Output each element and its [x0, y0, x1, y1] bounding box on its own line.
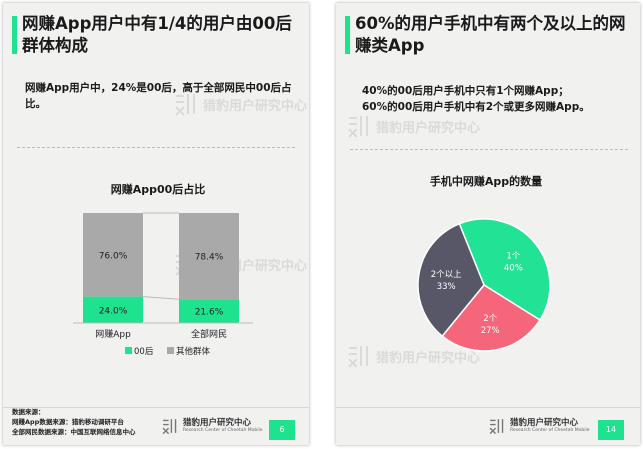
pie-slice-value: 40%: [504, 263, 523, 273]
bar-data-label: 24.0%: [99, 306, 128, 316]
slide-title: 60%的用户手机中有两个及以上的网赚类App: [355, 14, 626, 55]
pie-slice: [441, 284, 541, 352]
title-accent-bar: [12, 16, 17, 54]
slide-left: 网赚App用户中有1/4的用户由00后群体构成 网赚App用户中，24%是00后…: [3, 3, 309, 445]
pie-slice-name: 1个: [506, 251, 520, 261]
x-tick-label: 网赚App: [95, 328, 131, 340]
pie-chart: 1个 40% 2个 27% 2个以上 33%: [417, 218, 551, 352]
source-heading: 数据来源：: [12, 408, 45, 416]
pie-slice-value: 33%: [437, 282, 456, 292]
slide-right: 60%的用户手机中有两个及以上的网赚类App 40%的00后用户手机中只有1个网…: [336, 3, 640, 445]
divider: [17, 147, 295, 148]
bar-data-label: 21.6%: [195, 308, 224, 318]
legend-swatch: [125, 347, 132, 354]
watermark-brand: 猎豹用户研究中心: [203, 98, 308, 114]
bar-segment-others: [179, 213, 239, 300]
legend-swatch: [167, 347, 174, 354]
page-number: 6: [269, 420, 295, 440]
brand-name: 猎豹用户研究中心: [183, 418, 252, 428]
watermark-logo-icon: [348, 346, 368, 368]
watermark-brand: 猎豹用户研究中心: [376, 350, 481, 366]
data-source: 数据来源： 网赚App数据来源：猎豹移动调研平台 全部网民数据来源：中国互联网络…: [12, 407, 136, 437]
bar-segment-gen00: [179, 299, 239, 323]
divider: [350, 149, 628, 150]
watermark: 猎豹用户研究中心: [346, 343, 480, 369]
chart-title: 网赚App00后占比: [110, 183, 206, 196]
brand-subtitle: Research Center of Cheetah Mobile: [183, 428, 263, 433]
legend-label: 00后: [134, 346, 154, 357]
brand-logo-icon: [162, 419, 177, 435]
legend-label: 其他群体: [176, 346, 211, 357]
watermark: 猎豹用户研究中心: [173, 91, 307, 117]
pie-slice-value: 27%: [481, 326, 500, 336]
watermark: 猎豹用户研究中心: [346, 113, 480, 139]
source-line: 全部网民数据来源：中国互联网络信息中心: [12, 428, 136, 436]
footer-divider: [336, 407, 640, 408]
title-accent-bar: [345, 16, 350, 54]
bar-segment-others: [83, 213, 143, 297]
bar-data-label: 76.0%: [99, 251, 128, 261]
slide-description: 网赚App用户中，24%是00后，高于全部网民中00后占比。: [25, 82, 292, 110]
pie-slice: [417, 222, 485, 338]
watermark-brand: 猎豹用户研究中心: [376, 120, 481, 136]
brand-logo-icon: [489, 419, 504, 435]
watermark-logo-icon: [348, 116, 368, 138]
pie-slice-name: 2个: [483, 314, 497, 324]
chart-title: 手机中网赚App的数量: [429, 175, 543, 188]
footer-divider: [3, 407, 309, 408]
slide-description-line: 60%的00后用户手机中有2个或更多网赚App。: [362, 101, 590, 113]
page-number: 14: [598, 420, 624, 440]
slide-description-line: 40%的00后用户手机中只有1个网赚App；: [362, 85, 569, 97]
bar-data-label: 78.4%: [195, 253, 224, 263]
pie-slice-name: 2个以上: [431, 270, 462, 280]
bar-segment-gen00: [83, 296, 143, 323]
footer-brand: 猎豹用户研究中心 Research Center of Cheetah Mobi…: [161, 417, 263, 435]
x-tick-label: 全部网民: [191, 328, 227, 340]
watermark-logo-icon: [175, 94, 195, 116]
slide-title: 网赚App用户中有1/4的用户由00后群体构成: [22, 14, 292, 55]
source-line: 网赚App数据来源：猎豹移动调研平台: [12, 418, 124, 426]
brand-subtitle: Research Center of Cheetah Mobile: [510, 428, 590, 433]
footer-brand: 猎豹用户研究中心 Research Center of Cheetah Mobi…: [488, 417, 590, 435]
connector-line: [142, 296, 180, 300]
pie-slice: [458, 218, 551, 322]
brand-name: 猎豹用户研究中心: [510, 418, 579, 428]
stacked-bar-chart: 24.0% 76.0% 网赚App 21.6% 78.4% 全部网民 00后 其他群体: [73, 212, 253, 357]
